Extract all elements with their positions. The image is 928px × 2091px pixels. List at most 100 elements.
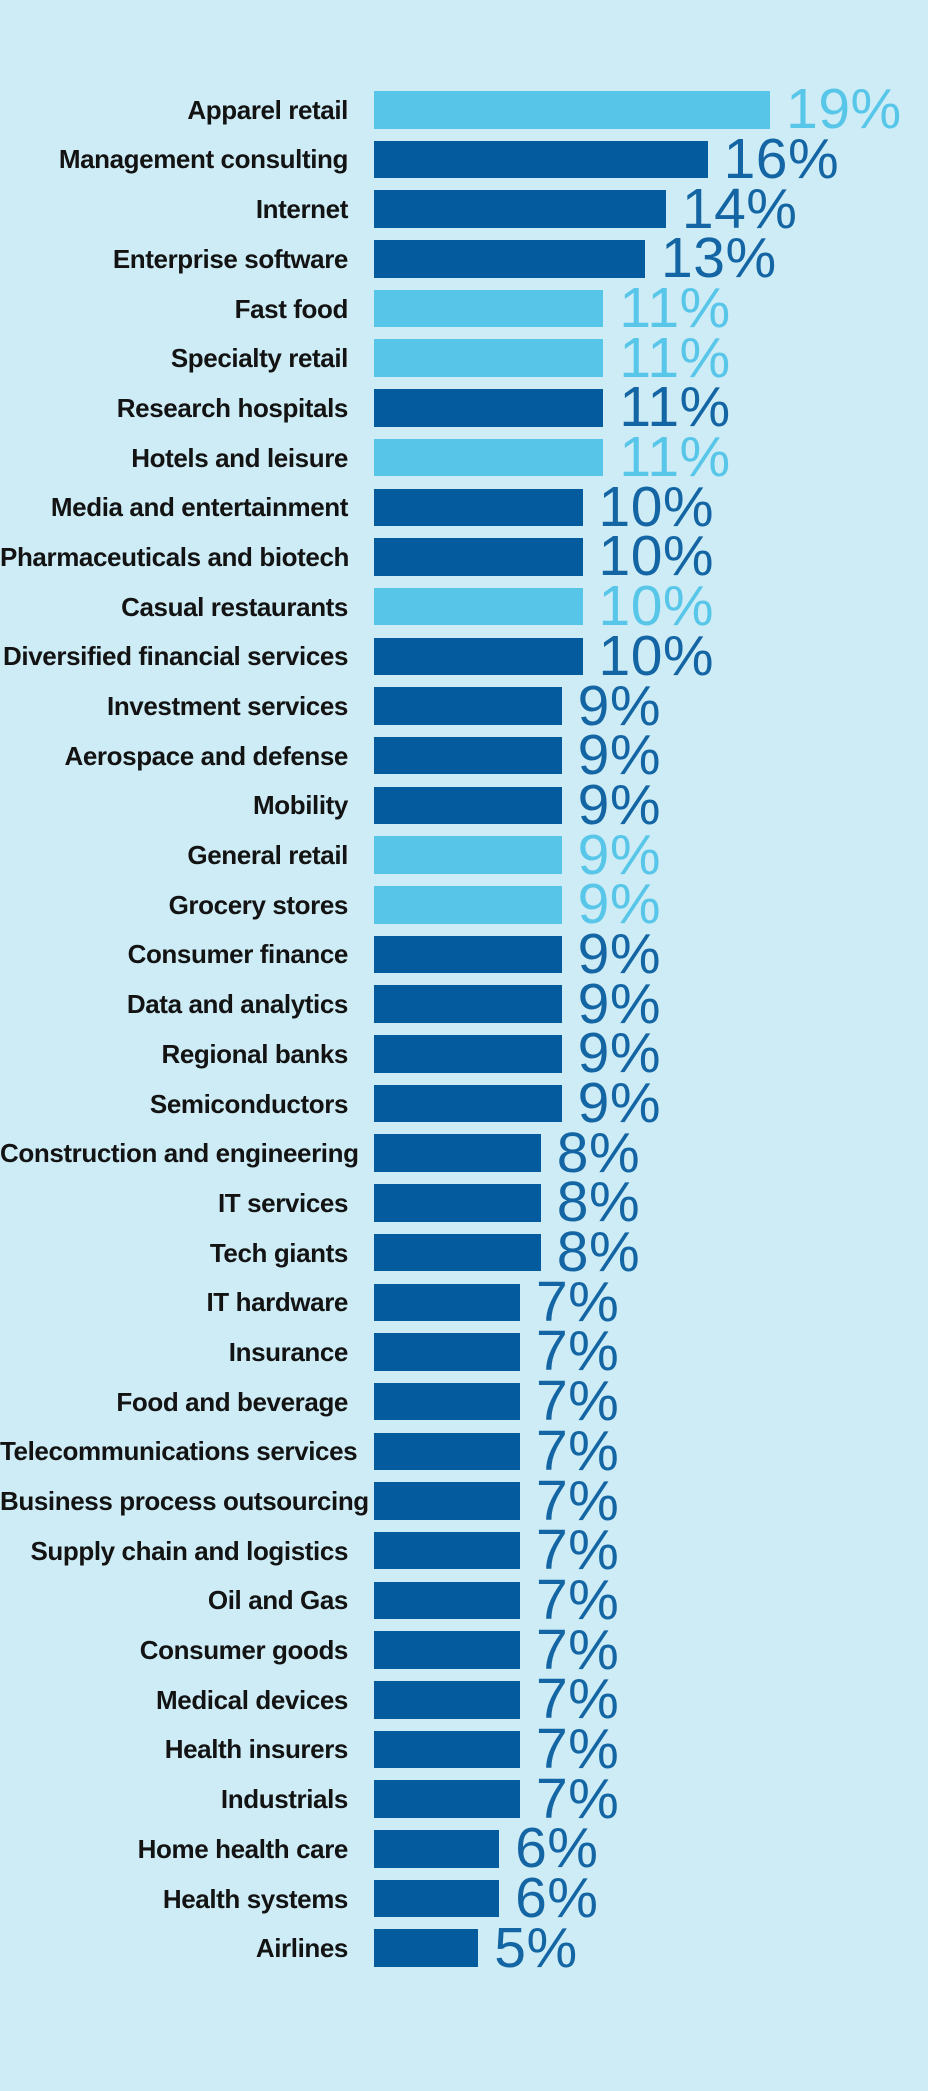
value-label: 11% — [619, 276, 731, 340]
value-label: 9% — [577, 723, 662, 788]
category-label: Oil and Gas — [207, 1585, 348, 1616]
value-label: 16% — [723, 126, 840, 191]
bar-row: Enterprise software 13% — [0, 230, 902, 287]
value-label: 6% — [515, 1866, 599, 1930]
bar-row: Consumer finance 9% — [0, 925, 902, 982]
value-bar — [374, 886, 562, 924]
value-bar — [374, 1333, 520, 1371]
value-label: 9% — [577, 1071, 662, 1135]
value-bar — [374, 140, 708, 179]
value-label: 11% — [619, 325, 731, 390]
value-label: 10% — [598, 623, 715, 688]
value-bar — [374, 1233, 541, 1272]
bar-row: Medical devices 7% — [0, 1671, 902, 1728]
category-label: IT hardware — [206, 1287, 348, 1318]
value-label: 19% — [786, 77, 902, 142]
category-label: Airlines — [255, 1933, 349, 1964]
value-label: 7% — [535, 1418, 620, 1483]
value-bar — [374, 1432, 520, 1471]
bar-row: Pharmaceuticals and biotech 10% — [0, 528, 902, 585]
category-label: Semiconductors — [149, 1088, 349, 1119]
category-label: Consumer finance — [127, 939, 349, 970]
bar-row: Specialty retail 11% — [0, 329, 902, 386]
category-label: Hotels and leisure — [131, 442, 348, 473]
value-bar — [374, 1382, 520, 1421]
value-label: 9% — [577, 772, 662, 837]
value-bar — [374, 339, 604, 377]
value-bar — [374, 736, 562, 775]
value-label: 9% — [577, 1021, 662, 1086]
bar-row: Grocery stores 9% — [0, 876, 902, 933]
value-bar — [374, 538, 583, 576]
bar-row: Health insurers 7% — [0, 1720, 902, 1777]
value-bar — [374, 289, 604, 328]
bar-row: Aerospace and defense 9% — [0, 727, 902, 784]
value-bar — [374, 1283, 520, 1321]
bar-row: Regional banks 9% — [0, 1025, 902, 1082]
value-bar — [374, 1482, 520, 1520]
value-label: 7% — [535, 1617, 620, 1682]
category-label: Home health care — [137, 1833, 349, 1864]
bar-row: Supply chain and logistics 7% — [0, 1522, 902, 1579]
bar-row: Diversified financial services 10% — [0, 627, 902, 684]
category-label: Health insurers — [164, 1734, 349, 1765]
value-label: 8% — [556, 1120, 641, 1185]
category-label: Fast food — [234, 293, 349, 324]
category-label: Insurance — [228, 1336, 349, 1367]
category-label: Investment services — [107, 691, 348, 721]
value-bar — [374, 1184, 541, 1222]
value-bar — [374, 488, 583, 526]
bar-row: Food and beverage 7% — [0, 1373, 902, 1430]
category-label: General retail — [187, 840, 348, 871]
bar-row: Research hospitals 11% — [0, 379, 902, 436]
value-label: 7% — [535, 1369, 620, 1434]
bar-row: Oil and Gas 7% — [0, 1571, 902, 1628]
bar-row: Casual restaurants 10% — [0, 578, 902, 635]
category-label: Food and beverage — [116, 1386, 348, 1417]
bar-row: Semiconductors 9% — [0, 1075, 902, 1132]
value-bar — [374, 687, 562, 725]
category-label: IT services — [217, 1187, 348, 1218]
value-bar — [374, 389, 604, 427]
value-bar — [374, 1830, 500, 1868]
value-bar — [374, 240, 646, 278]
value-bar — [374, 836, 562, 874]
value-label: 6% — [515, 1816, 599, 1881]
category-label: Mobility — [252, 790, 348, 821]
category-label: Research hospitals — [116, 392, 349, 423]
value-label: 7% — [535, 1716, 620, 1781]
value-label: 5% — [494, 1915, 578, 1980]
bar-row: Mobility 9% — [0, 776, 902, 833]
category-label: Industrials — [220, 1784, 348, 1815]
category-label: Consumer goods — [139, 1635, 349, 1666]
bar-row: Health systems 6% — [0, 1870, 902, 1927]
category-label: Health systems — [162, 1883, 349, 1914]
value-bar — [374, 1631, 520, 1669]
value-label: 11% — [619, 375, 731, 440]
value-bar — [374, 637, 583, 676]
bar-row: Investment services 9% — [0, 677, 902, 734]
value-bar — [374, 1134, 541, 1172]
category-label: Medical devices — [156, 1684, 348, 1715]
value-label: 8% — [556, 1220, 641, 1285]
bar-row: Insurance 7% — [0, 1323, 902, 1380]
value-bar — [374, 1730, 520, 1769]
bar-row: Apparel retail 19% — [0, 81, 902, 138]
value-label: 10% — [598, 574, 715, 639]
value-label: 10% — [598, 474, 715, 539]
bar-row: Industrials 7% — [0, 1770, 902, 1827]
category-label: Management consulting — [58, 144, 349, 175]
value-bar — [374, 935, 562, 974]
category-label: Diversified financial services — [3, 641, 348, 672]
value-label: 7% — [535, 1518, 620, 1583]
category-label: Regional banks — [161, 1038, 348, 1069]
bar-row: Media and entertainment 10% — [0, 478, 902, 535]
value-label: 14% — [681, 176, 798, 241]
value-bar — [374, 985, 562, 1023]
value-label: 9% — [577, 822, 662, 887]
category-label: Business process outsourcing — [0, 1486, 369, 1516]
bar-row: IT services 8% — [0, 1174, 902, 1231]
category-label: Aerospace and defense — [64, 740, 349, 771]
value-label: 13% — [661, 226, 777, 291]
